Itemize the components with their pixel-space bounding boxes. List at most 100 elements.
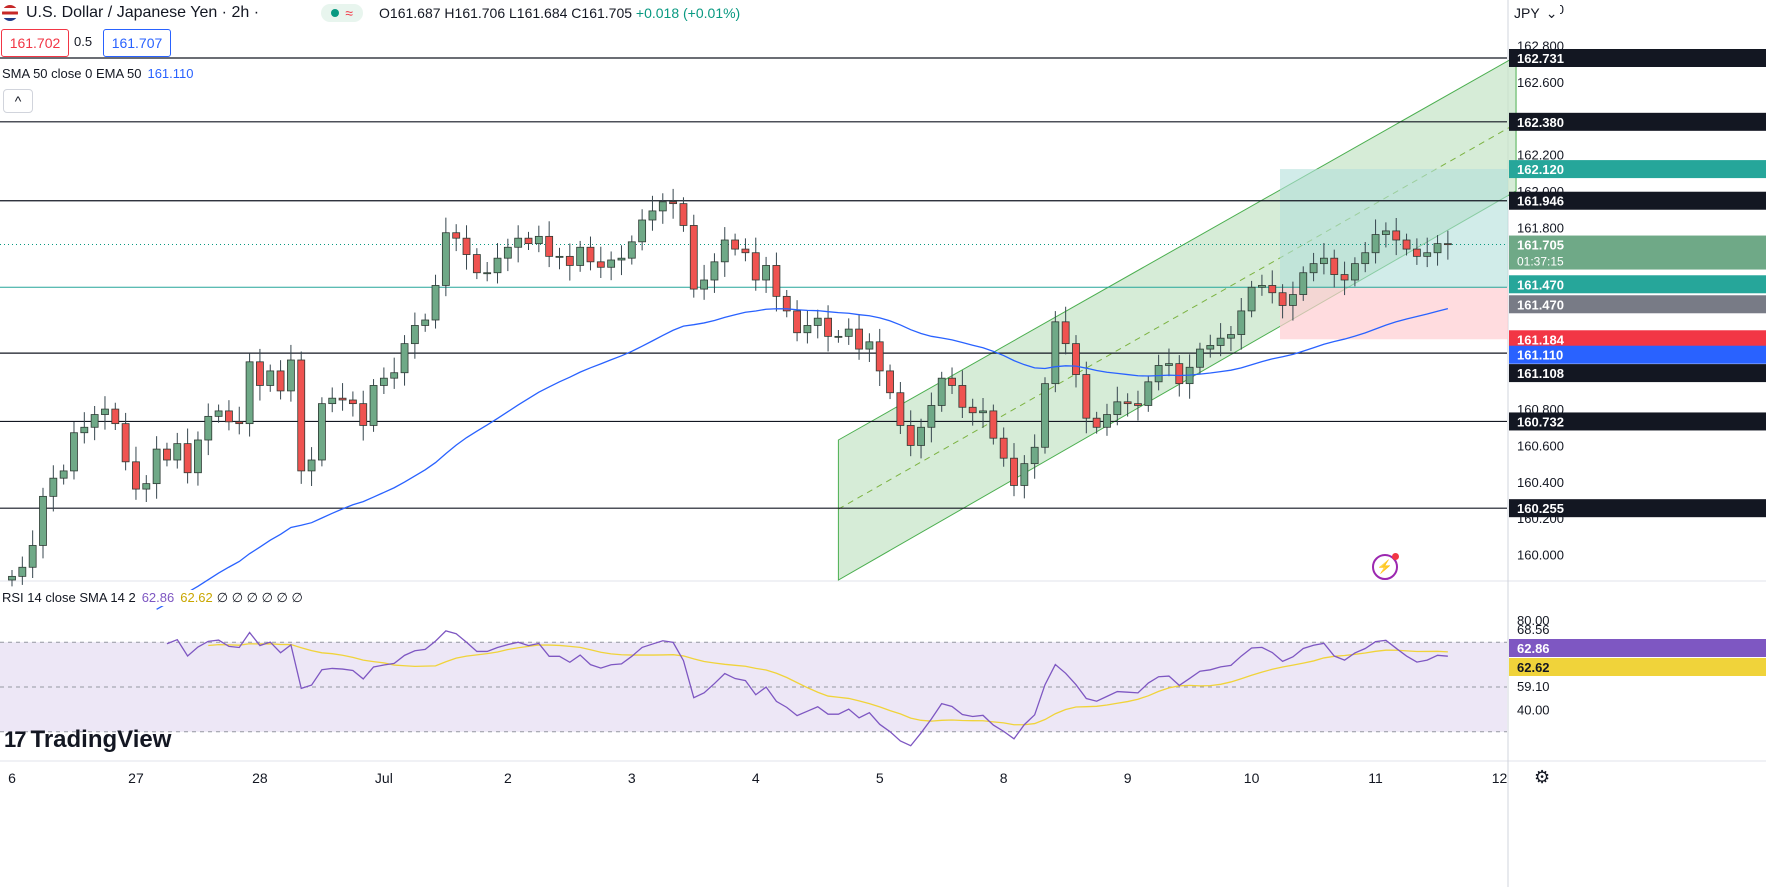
candle [1392, 218, 1401, 256]
candle [534, 225, 543, 253]
bullish-candle-body [803, 325, 812, 334]
sell-button[interactable]: 161.702 [1, 29, 69, 57]
candle [132, 446, 140, 500]
rsi-legend[interactable]: RSI 14 close SMA 14 2 62.86 62.62 ∅ ∅ ∅ ∅ ∅… [2, 590, 307, 606]
bearish-candle-body [462, 237, 471, 255]
level-label-bg [1509, 49, 1766, 67]
candle [1216, 323, 1225, 357]
candle [204, 403, 213, 456]
last-price-bg [1509, 235, 1766, 270]
rsi-value-label-text: 62.86 [1517, 641, 1550, 656]
bullish-candle-body [493, 257, 502, 274]
bearish-candle-body [1123, 401, 1132, 405]
level-label-text: 162.731 [1517, 51, 1564, 66]
bullish-candle-body [1351, 263, 1359, 281]
indicator-legend[interactable]: SMA 50 close 0 EMA 50 161.110 [2, 66, 198, 81]
candle [441, 217, 450, 297]
bullish-candle-body [194, 439, 202, 474]
bullish-candle-body [49, 477, 58, 497]
candle [1196, 342, 1204, 374]
bullish-candle-body [1051, 321, 1060, 385]
rsi-tick-label: 40.00 [1517, 702, 1550, 717]
candle [1041, 377, 1049, 454]
stop-label-text: 161.184 [1517, 332, 1565, 347]
collapse-legend-button[interactable]: ^ [3, 89, 33, 113]
bearish-candle-body [1134, 403, 1142, 406]
bearish-candle-body [565, 255, 574, 266]
bullish-candle-body [700, 279, 709, 290]
entry-label: 161.470 [1509, 275, 1766, 294]
level-label-text: 161.108 [1517, 366, 1564, 381]
bullish-candle-body [1381, 230, 1390, 235]
bullish-candle-body [90, 414, 99, 428]
bullish-candle-body [152, 448, 161, 485]
candle [1278, 284, 1287, 319]
bearish-candle-body [586, 246, 595, 263]
candle [1443, 230, 1452, 260]
bearish-candle-body [1010, 457, 1018, 486]
level-label: 162.731 [1509, 49, 1766, 67]
currency-selector[interactable]: JPY ⌄ [1514, 2, 1560, 24]
price-tick-label: 162.600 [1517, 75, 1564, 90]
bearish-candle-body [855, 328, 863, 350]
buy-button[interactable]: 161.707 [103, 29, 171, 57]
candle [617, 245, 626, 276]
candle [1134, 390, 1142, 421]
candle [875, 328, 884, 386]
time-tick-label: 3 [628, 770, 636, 786]
candle [256, 348, 264, 401]
bullish-candle-body [1165, 363, 1173, 366]
target-label-text: 162.120 [1517, 162, 1564, 177]
time-tick-label: 11 [1368, 770, 1383, 786]
level-label-text: 161.946 [1517, 194, 1564, 209]
candle [28, 530, 37, 578]
bearish-candle-body [906, 425, 915, 446]
candle [720, 227, 729, 277]
entry-label-bg [1509, 275, 1766, 294]
bullish-candle-body [617, 257, 626, 261]
indicator-label: SMA 50 close 0 EMA 50 [2, 66, 142, 81]
level-label: 160.255 [1509, 499, 1766, 518]
candle [400, 335, 409, 386]
candle [607, 251, 616, 281]
candle [8, 570, 16, 587]
bullish-candle-body [101, 408, 109, 415]
price-axis[interactable]: 160.000160.200160.400160.600160.800161.0… [8, 2, 1766, 786]
candle [1206, 334, 1215, 358]
candle [245, 353, 254, 437]
bullish-candle-body [865, 341, 874, 350]
bullish-candle-body [1237, 310, 1246, 335]
bearish-candle-body [886, 370, 894, 394]
candle [1423, 237, 1432, 268]
target-label-bg [1509, 160, 1766, 179]
bullish-candle-body [503, 246, 512, 259]
price-tick-label: 160.000 [1517, 548, 1564, 563]
candle [101, 396, 109, 430]
settings-gear-icon[interactable]: ⚙ [1534, 767, 1551, 787]
candle [1072, 335, 1080, 388]
ohlc-text: O161.687 H161.706 L161.684 C161.705 [379, 5, 633, 21]
bearish-candle-body [1340, 274, 1349, 281]
bullish-candle-body [627, 241, 636, 259]
bearish-candle-body [896, 392, 905, 426]
candle [266, 364, 275, 392]
bearish-candle-body [1268, 285, 1277, 294]
tradingview-logo[interactable]: 17 TradingView [4, 726, 171, 754]
bullish-candle-body [441, 232, 450, 286]
alert-icon[interactable]: ⚡ [1372, 553, 1399, 580]
candle [545, 221, 554, 268]
bearish-candle-body [235, 421, 244, 425]
candle [18, 556, 27, 585]
candle [173, 432, 182, 469]
time-tick-label: 2 [504, 770, 512, 786]
symbol-title[interactable]: U.S. Dollar / Japanese Yen · 2h · [26, 4, 260, 21]
market-status-pill[interactable]: ≈ [321, 4, 364, 22]
level-label-bg [1509, 112, 1766, 131]
time-tick-label: 28 [252, 770, 268, 786]
candle [1103, 403, 1111, 436]
bearish-candle-body [824, 317, 832, 337]
candle [1361, 242, 1370, 273]
candle [39, 487, 47, 559]
